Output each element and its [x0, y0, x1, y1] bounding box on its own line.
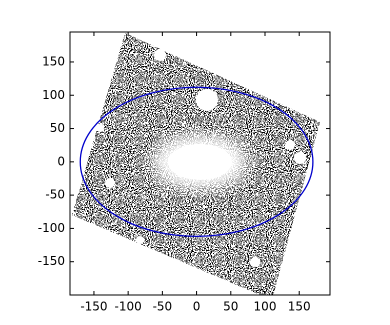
x-tick-label: -150 [80, 300, 107, 314]
y-tick-label: 150 [42, 54, 65, 68]
y-tick-label: 0 [57, 154, 65, 168]
y-tick-label: -150 [38, 254, 65, 268]
x-tick-label: 150 [288, 300, 311, 314]
sky-image [72, 33, 320, 295]
x-tick-label: 50 [223, 300, 238, 314]
x-tick-label: 0 [193, 300, 201, 314]
y-tick-label: -50 [45, 188, 65, 202]
ellipse [79, 86, 314, 238]
x-tick-label: -50 [153, 300, 173, 314]
y-tick-label: -100 [38, 221, 65, 235]
plot-frame [69, 31, 331, 296]
y-tick-label: 50 [50, 121, 65, 135]
x-tick-label: 100 [254, 300, 277, 314]
y-tick-label: 100 [42, 88, 65, 102]
x-tick-label: -100 [115, 300, 142, 314]
